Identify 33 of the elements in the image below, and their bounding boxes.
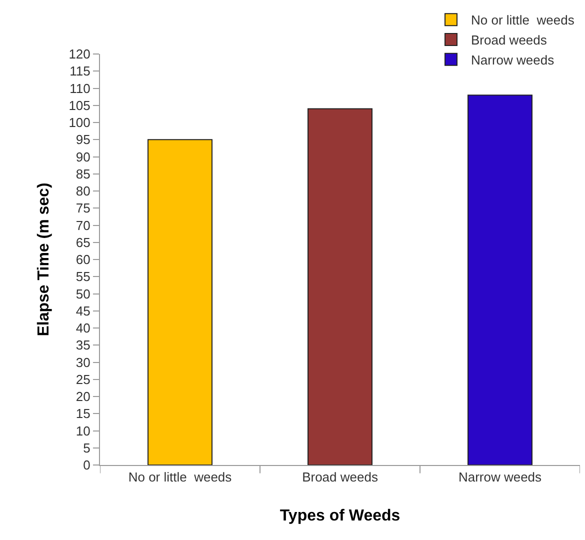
y-tick-label: 70 bbox=[76, 218, 90, 233]
y-tick-label: 75 bbox=[76, 200, 90, 216]
y-tick-label: 85 bbox=[76, 166, 90, 182]
y-tick-label: 35 bbox=[76, 338, 90, 353]
y-tick-label: 110 bbox=[70, 80, 90, 96]
y-tick-label: 30 bbox=[76, 354, 90, 370]
y-tick-label: 60 bbox=[76, 252, 90, 268]
y-tick-label: 55 bbox=[76, 269, 90, 284]
y-tick-label: 120 bbox=[68, 46, 90, 62]
y-tick-label: 115 bbox=[70, 64, 90, 79]
x-tick-label: Narrow weeds bbox=[458, 470, 542, 485]
x-axis-title: Types of Weeds bbox=[280, 507, 400, 524]
y-tick-label: 20 bbox=[76, 389, 90, 404]
y-tick-label: 10 bbox=[76, 423, 90, 438]
legend-label: Narrow weeds bbox=[471, 52, 555, 68]
y-axis-title: Elapse Time (m sec) bbox=[36, 182, 53, 336]
y-tick-label: 80 bbox=[76, 184, 90, 199]
y-tick-label: 5 bbox=[83, 440, 90, 456]
legend-label: Broad weeds bbox=[471, 32, 548, 48]
y-tick-label: 65 bbox=[76, 234, 90, 250]
x-tick-label: No or little weeds bbox=[128, 470, 232, 485]
x-tick-label: Broad weeds bbox=[302, 470, 378, 485]
y-tick-label: 50 bbox=[76, 286, 90, 302]
y-tick-label: 105 bbox=[68, 98, 90, 113]
y-tick-label: 40 bbox=[76, 320, 90, 336]
y-tick-label: 95 bbox=[76, 132, 90, 148]
y-tick-label: 0 bbox=[83, 458, 90, 473]
y-tick-label: 45 bbox=[76, 303, 90, 318]
y-tick-label: 15 bbox=[76, 406, 90, 422]
y-tick-label: 25 bbox=[76, 372, 90, 387]
y-tick-label: 90 bbox=[76, 149, 90, 164]
legend-label: No or little weeds bbox=[471, 12, 575, 28]
y-tick-label: 100 bbox=[68, 115, 90, 130]
